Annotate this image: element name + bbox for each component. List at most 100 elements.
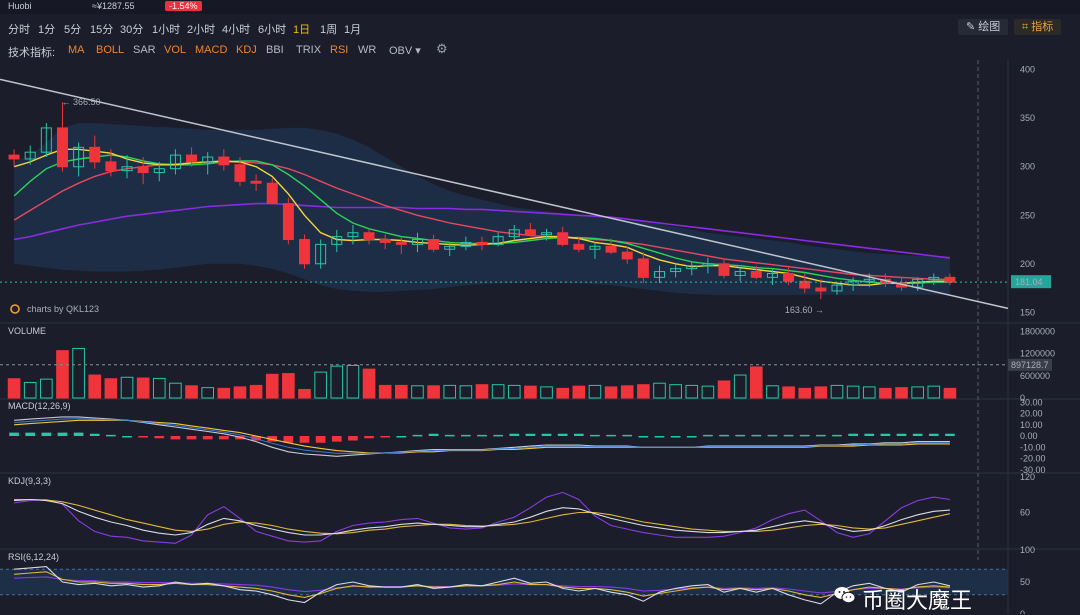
indicator-kdj[interactable]: KDJ	[236, 44, 257, 56]
macd-hist-bar	[477, 434, 487, 437]
macd-hist-bar	[73, 432, 84, 436]
chart-icon: ⌗	[1022, 21, 1032, 33]
volume-bar	[104, 378, 118, 399]
candle-body	[40, 127, 52, 153]
candle-body	[24, 151, 36, 160]
indicator-bar: 技术指标: MA BOLL SAR VOL MACD KDJ BBI TRIX RSI WR OBV…	[0, 40, 1080, 60]
macd-hist-bar	[461, 434, 471, 437]
candle-body	[234, 164, 246, 182]
volume-bar	[427, 385, 440, 399]
volume-bar	[185, 385, 198, 399]
volume-bar	[927, 385, 941, 399]
low-annotation: 163.60 →	[785, 305, 824, 315]
interval-tab-8[interactable]: 6小时	[258, 24, 287, 36]
volume-bar	[524, 385, 537, 399]
volume-bar	[346, 364, 360, 399]
candle-body	[605, 245, 617, 253]
volume-axis-tick: 1200000	[1020, 349, 1055, 359]
macd-hist-bar	[396, 436, 407, 438]
rsi-pane-label: RSI(6,12,24)	[8, 552, 59, 562]
candle-body	[395, 241, 407, 245]
macd-hist-bar	[412, 434, 423, 437]
kdj-k-line	[14, 498, 950, 536]
price-axis-tick: 150	[1020, 307, 1035, 317]
interval-tab-2[interactable]: 5分	[64, 24, 82, 36]
macd-hist-bar	[719, 434, 729, 437]
rsi-axis-tick: 100	[1020, 545, 1035, 555]
volume-bar	[40, 378, 53, 399]
indicator-bbi[interactable]: BBI	[266, 44, 284, 56]
macd-hist-bar	[880, 433, 891, 436]
volume-bar	[411, 385, 424, 399]
candle-body	[299, 239, 311, 265]
macd-axis-tick: -20.00	[1020, 454, 1046, 464]
indicator-button[interactable]: ⌗ 指标	[1014, 19, 1062, 35]
volume-bar	[507, 384, 521, 399]
interval-tab-0[interactable]: 分时	[8, 24, 30, 36]
interval-tab-9[interactable]: 1日	[293, 24, 311, 36]
macd-hist-bar	[493, 434, 503, 437]
candle-body	[137, 166, 149, 174]
indicator-ma[interactable]: MA	[68, 44, 85, 56]
macd-hist-bar	[154, 436, 165, 439]
indicator-wr[interactable]: WR	[358, 44, 377, 56]
candle-body	[347, 232, 359, 238]
volume-bar	[475, 384, 489, 399]
volume-bar	[879, 387, 892, 399]
volume-axis-tick: 1800000	[1020, 326, 1055, 336]
volume-bar	[782, 386, 795, 399]
interval-tab-7[interactable]: 4小时	[222, 24, 251, 36]
candle-body	[573, 243, 585, 250]
indicator-vol[interactable]: VOL	[164, 44, 187, 56]
candle-body	[476, 241, 488, 245]
candle-body	[363, 232, 375, 241]
volume-last-tag	[1008, 358, 1052, 371]
macd-hist-bar	[670, 436, 681, 438]
indicator-sar[interactable]: SAR	[133, 44, 156, 56]
interval-tab-3[interactable]: 15分	[90, 24, 114, 36]
candle-body	[282, 203, 294, 241]
macd-hist-bar	[267, 436, 278, 442]
candle-body	[444, 245, 456, 250]
candle-body	[637, 258, 649, 278]
indicator-rsi[interactable]: RSI	[330, 44, 349, 56]
interval-tab-1[interactable]: 1分	[38, 24, 56, 36]
candle-body	[73, 146, 85, 168]
macd-hist-bar	[816, 434, 826, 437]
candle-body	[153, 168, 165, 174]
candle-body	[912, 278, 924, 288]
draw-button[interactable]: ✎ 绘图	[958, 19, 1009, 35]
macd-signal-line	[14, 418, 950, 454]
indicator-obv[interactable]: OBV ▾	[389, 45, 421, 57]
interval-tab-11[interactable]: 1月	[344, 24, 362, 36]
volume-bar	[249, 384, 263, 399]
price-axis-tick: 350	[1020, 113, 1035, 123]
settings-gear-icon[interactable]: ⚙	[436, 41, 448, 56]
candle-body	[266, 182, 278, 205]
macd-hist-bar	[638, 436, 649, 438]
macd-hist-bar	[912, 433, 923, 436]
indicator-trix[interactable]: TRIX	[296, 44, 322, 56]
macd-dif-line	[14, 416, 950, 457]
macd-axis-tick: 0.00	[1020, 431, 1038, 441]
macd-hist-bar	[444, 434, 455, 437]
chart-area: 181.04 ← 366.50 163.60 → 400 350 300 250 200 150…	[0, 60, 1080, 614]
candle-body	[186, 154, 198, 163]
macd-hist-bar	[864, 433, 875, 436]
kdj-axis-tick: 120	[1020, 472, 1035, 482]
indicator-macd[interactable]: MACD	[195, 44, 228, 56]
macd-hist-bar	[364, 436, 374, 439]
interval-tab-10[interactable]: 1周	[320, 24, 338, 36]
macd-hist-bar	[848, 433, 858, 436]
indicator-boll[interactable]: BOLL	[96, 44, 125, 56]
interval-tab-4[interactable]: 30分	[120, 24, 144, 36]
interval-tab-6[interactable]: 2小时	[187, 24, 216, 36]
interval-tab-5[interactable]: 1小时	[152, 24, 181, 36]
volume-bar	[830, 384, 844, 399]
volume-bar	[846, 385, 860, 399]
macd-hist-bar	[218, 436, 229, 440]
last-price-label: 181.04	[1015, 277, 1043, 287]
candle-body	[56, 127, 68, 168]
candle-body	[718, 263, 730, 276]
rsi-axis-tick: 0	[1020, 609, 1025, 614]
